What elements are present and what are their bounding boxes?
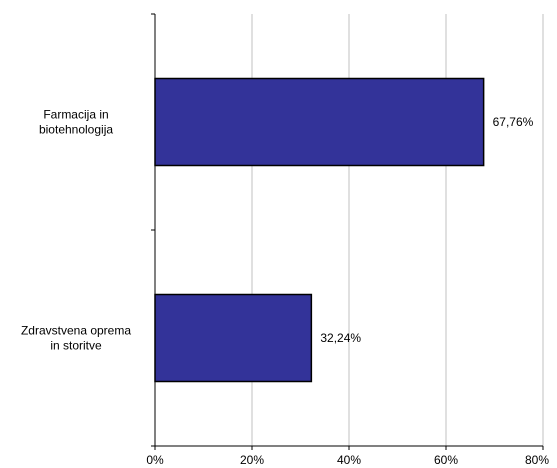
category-label-0-line-1: biotehnologija	[39, 123, 113, 137]
x-tick-label-1: 20%	[240, 453, 264, 467]
category-label-1: Zdravstvena oprema in storitve	[21, 324, 131, 353]
bars	[154, 77, 485, 383]
x-axis-tick-labels: 0% 20% 40% 60% 80%	[146, 453, 549, 467]
category-label-0: Farmacija in biotehnologija	[39, 108, 113, 137]
category-label-1-line-0: Zdravstvena oprema	[21, 324, 131, 338]
x-tick-label-3: 60%	[434, 453, 458, 467]
x-tick-label-0: 0%	[146, 453, 164, 467]
bar-1	[154, 293, 313, 383]
category-labels: Farmacija in biotehnologija Zdravstvena op…	[21, 108, 131, 353]
data-labels: 67,76% 32,24%	[320, 115, 533, 345]
data-label-1: 32,24%	[320, 331, 361, 345]
category-label-1-line-1: in storitve	[50, 339, 102, 353]
category-label-0-line-0: Farmacija in	[43, 108, 108, 122]
axes	[151, 13, 544, 450]
bar-0	[154, 77, 485, 167]
x-tick-label-2: 40%	[337, 453, 361, 467]
x-tick-label-4: 80%	[525, 453, 549, 467]
data-label-0: 67,76%	[493, 115, 534, 129]
